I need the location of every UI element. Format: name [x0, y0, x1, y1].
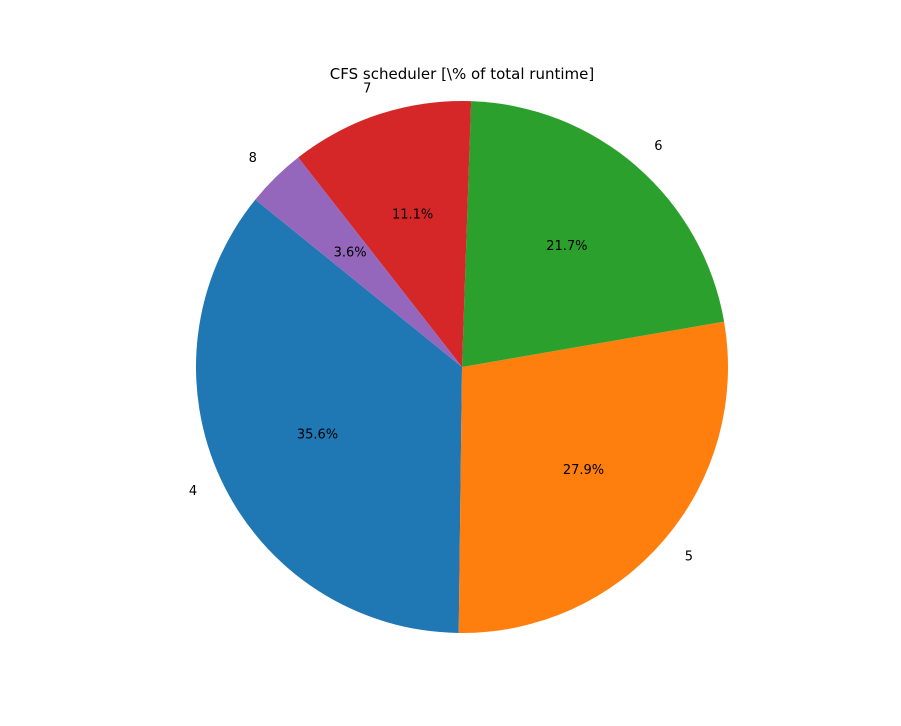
pie-slices — [195, 101, 729, 634]
slice-label-8: 8 — [249, 151, 257, 166]
slice-percent-8: 3.6% — [334, 246, 367, 261]
slice-label-5: 5 — [685, 549, 693, 564]
slice-percent-5: 27.9% — [563, 463, 604, 478]
slice-label-4: 4 — [189, 484, 197, 499]
slice-label-7: 7 — [363, 81, 371, 96]
pie-labels: 4 35.6% 5 27.9% 6 21.7% 7 11.1% 8 3.6% — [189, 81, 693, 564]
chart-title: CFS scheduler [\% of total runtime] — [330, 65, 594, 83]
slice-label-6: 6 — [654, 139, 662, 154]
slice-percent-4: 35.6% — [297, 427, 338, 442]
pie-slice-8 — [255, 157, 462, 367]
pie-slice-5 — [458, 321, 729, 634]
slice-percent-6: 21.7% — [546, 239, 587, 254]
pie-slice-4 — [195, 199, 462, 633]
pie-slice-6 — [462, 101, 725, 367]
slice-percent-7: 11.1% — [392, 208, 433, 223]
pie-slice-7 — [298, 101, 472, 368]
